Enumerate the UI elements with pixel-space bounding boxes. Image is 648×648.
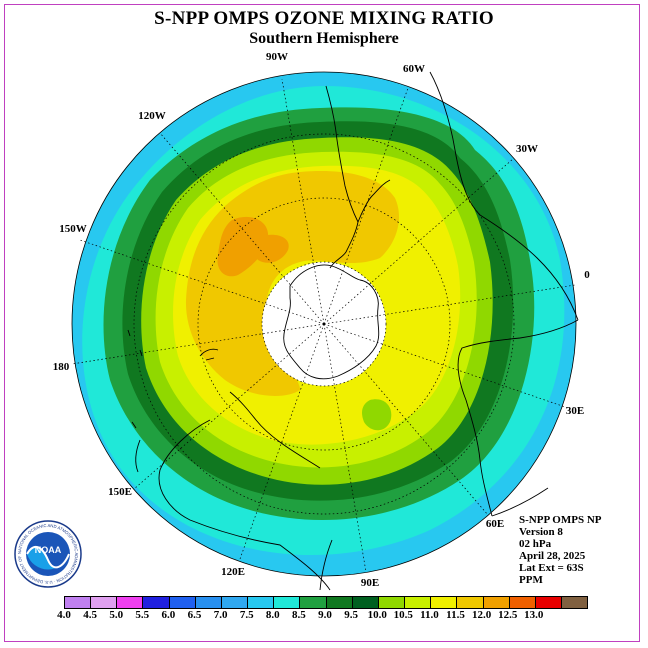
- colorbar-swatch: [378, 597, 406, 608]
- colorbar-tick-label: 11.5: [446, 609, 465, 621]
- lon-label: 90W: [266, 51, 288, 63]
- graticule: [71, 78, 576, 573]
- colorbar-tick-label: 10.5: [393, 609, 413, 621]
- ozone-field: [72, 72, 576, 576]
- longitude-labels: 90W 60W 30W 0 30E 60E 90E 120E 150E 180 …: [53, 51, 591, 589]
- date-label: April 28, 2025: [519, 550, 586, 562]
- colorbar-tick-label: 12.5: [498, 609, 518, 621]
- colorbar-swatch: [326, 597, 353, 608]
- colorbar-swatch: [535, 597, 562, 608]
- noaa-logo-text: NOAA: [35, 545, 62, 555]
- colorbar-tick-label: 6.5: [187, 609, 202, 621]
- colorbar-labels: 4.0 4.5 5.0 5.5 6.0 6.5 7.0 7.5 8.0 8.5 9.0 9.5 10.0…: [52, 609, 598, 623]
- lon-label: 30E: [566, 405, 584, 417]
- colorbar-swatch: [431, 597, 458, 608]
- colorbar-swatch: [221, 597, 249, 608]
- colorbar-tick-label: 4.5: [83, 609, 97, 621]
- colorbar-swatch: [248, 597, 275, 608]
- lon-label: 60E: [486, 518, 504, 530]
- colorbar-swatch: [117, 597, 144, 608]
- colorbar-swatch: [143, 597, 170, 608]
- lon-label: 150W: [59, 223, 87, 235]
- units-label: PPM: [519, 574, 543, 586]
- colorbar-tick-label: 8.5: [292, 609, 306, 621]
- colorbar-swatch: [405, 597, 432, 608]
- lon-label: 60W: [403, 63, 425, 75]
- colorbar-swatch: [65, 597, 92, 608]
- colorbar-swatch: [509, 597, 536, 608]
- colorbar-swatch: [483, 597, 510, 608]
- map-title: S-NPP OMPS OZONE MIXING RATIO: [154, 8, 494, 29]
- lon-label: 120W: [138, 110, 166, 122]
- figure-frame: [4, 4, 640, 642]
- colorbar-swatch: [91, 597, 118, 608]
- colorbar-tick-label: 8.0: [265, 609, 280, 621]
- south-pole-marker: [322, 322, 326, 326]
- colorbar-tick-label: 4.0: [57, 609, 71, 621]
- pressure-level-label: 02 hPa: [519, 538, 552, 550]
- colorbar-tick-label: 10.0: [367, 609, 387, 621]
- colorbar-tick-label: 13.0: [524, 609, 544, 621]
- lon-label: 180: [53, 361, 70, 373]
- colorbar-swatch: [274, 597, 301, 608]
- noaa-logo: NATIONAL OCEANIC AND ATMOSPHERIC ADMINIS…: [14, 520, 82, 588]
- coastlines: [127, 71, 579, 591]
- metadata-block: S-NPP OMPS NP Version 8 02 hPa April 28,…: [519, 514, 602, 586]
- lon-label: 150E: [108, 486, 132, 498]
- colorbar-tick-label: 11.0: [420, 609, 439, 621]
- colorbar-swatch: [457, 597, 484, 608]
- colorbar-tick-label: 5.0: [109, 609, 124, 621]
- map-subtitle: Southern Hemisphere: [249, 30, 399, 47]
- instrument-label: S-NPP OMPS NP: [519, 514, 602, 526]
- lon-label: 30W: [516, 143, 538, 155]
- colorbar-tick-label: 6.0: [161, 609, 176, 621]
- version-label: Version 8: [519, 526, 563, 538]
- colorbar-tick-label: 9.0: [318, 609, 332, 621]
- colorbar-tick-label: 7.0: [213, 609, 228, 621]
- colorbar-swatch: [352, 597, 379, 608]
- colorbar-tick-label: 5.5: [135, 609, 150, 621]
- colorbar-tick-label: 12.0: [471, 609, 492, 621]
- colorbar-swatch: [195, 597, 222, 608]
- lon-label: 90E: [361, 577, 379, 589]
- colorbar-swatch: [300, 597, 327, 608]
- colorbar-tick-label: 7.5: [239, 609, 254, 621]
- colorbar-tick-label: 9.5: [344, 609, 358, 621]
- map-boundary: [71, 71, 577, 577]
- lon-label: 120E: [221, 566, 245, 578]
- lon-label: 0: [584, 269, 590, 281]
- colorbar: [64, 596, 588, 609]
- colorbar-swatch: [561, 597, 588, 608]
- lat-extent-label: Lat Ext = 63S: [519, 562, 584, 574]
- colorbar-swatch: [169, 597, 196, 608]
